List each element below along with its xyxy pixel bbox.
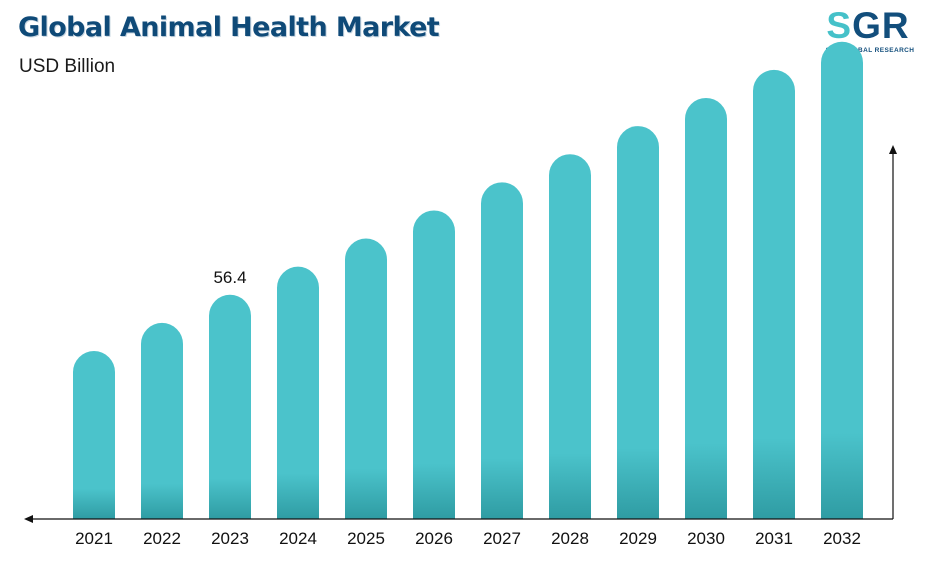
logo-tagline: SAN GLOBAL RESEARCH [825,47,915,54]
x-axis-arrow [24,515,33,523]
bar-2022 [141,322,183,519]
sgr-logo: SGR SAN GLOBAL RESEARCH [818,6,922,58]
x-tick-label-2026: 2026 [415,529,453,548]
logo-letter-g: G [852,5,882,46]
bar-2021 [73,351,115,519]
bar-2025 [345,238,387,519]
bar-2023 [209,294,251,519]
logo-letter-r: R [881,5,910,46]
x-tick-label-2025: 2025 [347,529,385,548]
data-label-2023: 56.4 [213,268,246,287]
bar-2031 [753,69,795,519]
logo-letters: SGR [818,6,918,46]
chart-subtitle: USD Billion [19,56,116,77]
x-tick-labels: 2021 2022 2023 2024 2025 2026 2027 2028 2029 2030… [75,529,861,548]
chart-title: Global Animal Health Market [18,12,440,43]
bar-2029 [617,126,659,519]
bar-2027 [481,182,523,520]
x-tick-label-2031: 2031 [755,529,793,548]
axes-group [24,145,897,523]
bar-2024 [277,266,319,519]
logo-letter-s: S [826,5,853,46]
x-tick-label-2027: 2027 [483,529,521,548]
bar-2032 [821,41,863,519]
bar-2028 [549,154,591,519]
bar-2030 [685,97,727,520]
x-tick-label-2028: 2028 [551,529,589,548]
bars-group [73,41,863,520]
x-tick-label-2023: 2023 [211,529,249,548]
bar-2026 [413,210,455,520]
x-tick-label-2029: 2029 [619,529,657,548]
data-labels: 56.4 [213,268,246,287]
x-tick-label-2024: 2024 [279,529,317,548]
x-tick-label-2032: 2032 [823,529,861,548]
x-tick-label-2022: 2022 [143,529,181,548]
y-axis-arrow [889,145,897,154]
x-tick-label-2021: 2021 [75,529,113,548]
x-tick-label-2030: 2030 [687,529,725,548]
